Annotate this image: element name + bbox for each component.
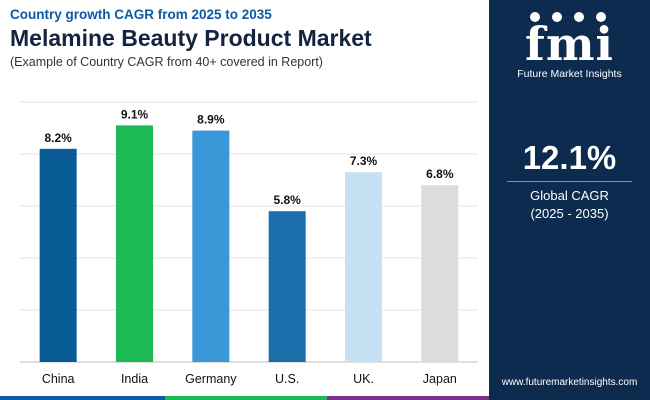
chart-note: (Example of Country CAGR from 40+ covere… [10, 55, 323, 69]
bottom-color-bar [0, 396, 489, 400]
global-cagr-value: 12.1% [522, 139, 617, 176]
bar-value-label: 6.8% [426, 167, 454, 181]
bar-value-label: 8.2% [44, 131, 72, 145]
logo-icons [530, 12, 606, 22]
fmi-logo: fmi Future Market Insights [489, 12, 650, 81]
chart-bars [39, 125, 459, 363]
bar-germany [192, 130, 230, 362]
logo-mark: fmi [525, 17, 614, 71]
category-label: China [42, 372, 75, 386]
bar-u-s [268, 211, 306, 362]
chart-value-labels: 8.2% 9.1% 8.9% 5.8% 7.3% 6.8% [44, 107, 453, 207]
cagr-divider [507, 181, 632, 182]
category-label: Japan [423, 372, 457, 386]
category-label: India [121, 372, 148, 386]
category-label: UK. [353, 372, 374, 386]
summary-panel: fmi Future Market Insights 12.1% Global … [489, 0, 650, 400]
logo-name: Future Market Insights [517, 68, 622, 80]
bar-india [116, 125, 153, 363]
bar-value-label: 9.1% [121, 107, 149, 121]
chart-title: Melamine Beauty Product Market [10, 25, 372, 51]
category-label: Germany [185, 372, 237, 386]
bar-japan [421, 185, 459, 362]
chart-category-labels: China India Germany U.S. UK. Japan [42, 372, 457, 386]
cagr-bar-chart: 8.2% 9.1% 8.9% 5.8% 7.3% 6.8% China India Germa… [20, 101, 478, 386]
global-cagr-label: Global CAGR [530, 188, 609, 203]
bar-value-label: 5.8% [273, 193, 301, 207]
bottom-bar-segment [165, 396, 327, 400]
website-url[interactable]: www.futuremarketinsights.com [501, 377, 638, 388]
chart-subtitle: Country growth CAGR from 2025 to 2035 [10, 7, 272, 22]
bar-uk [345, 172, 382, 362]
chart-grid [20, 101, 478, 363]
bar-china [39, 148, 77, 362]
bar-value-label: 7.3% [350, 154, 378, 168]
category-label: U.S. [275, 372, 299, 386]
bar-value-label: 8.9% [197, 113, 225, 127]
global-cagr-period: (2025 - 2035) [530, 206, 609, 221]
chart-header: Country growth CAGR from 2025 to 2035 Me… [10, 6, 480, 70]
bottom-bar-segment [0, 396, 165, 400]
bottom-bar-segment [327, 396, 489, 400]
